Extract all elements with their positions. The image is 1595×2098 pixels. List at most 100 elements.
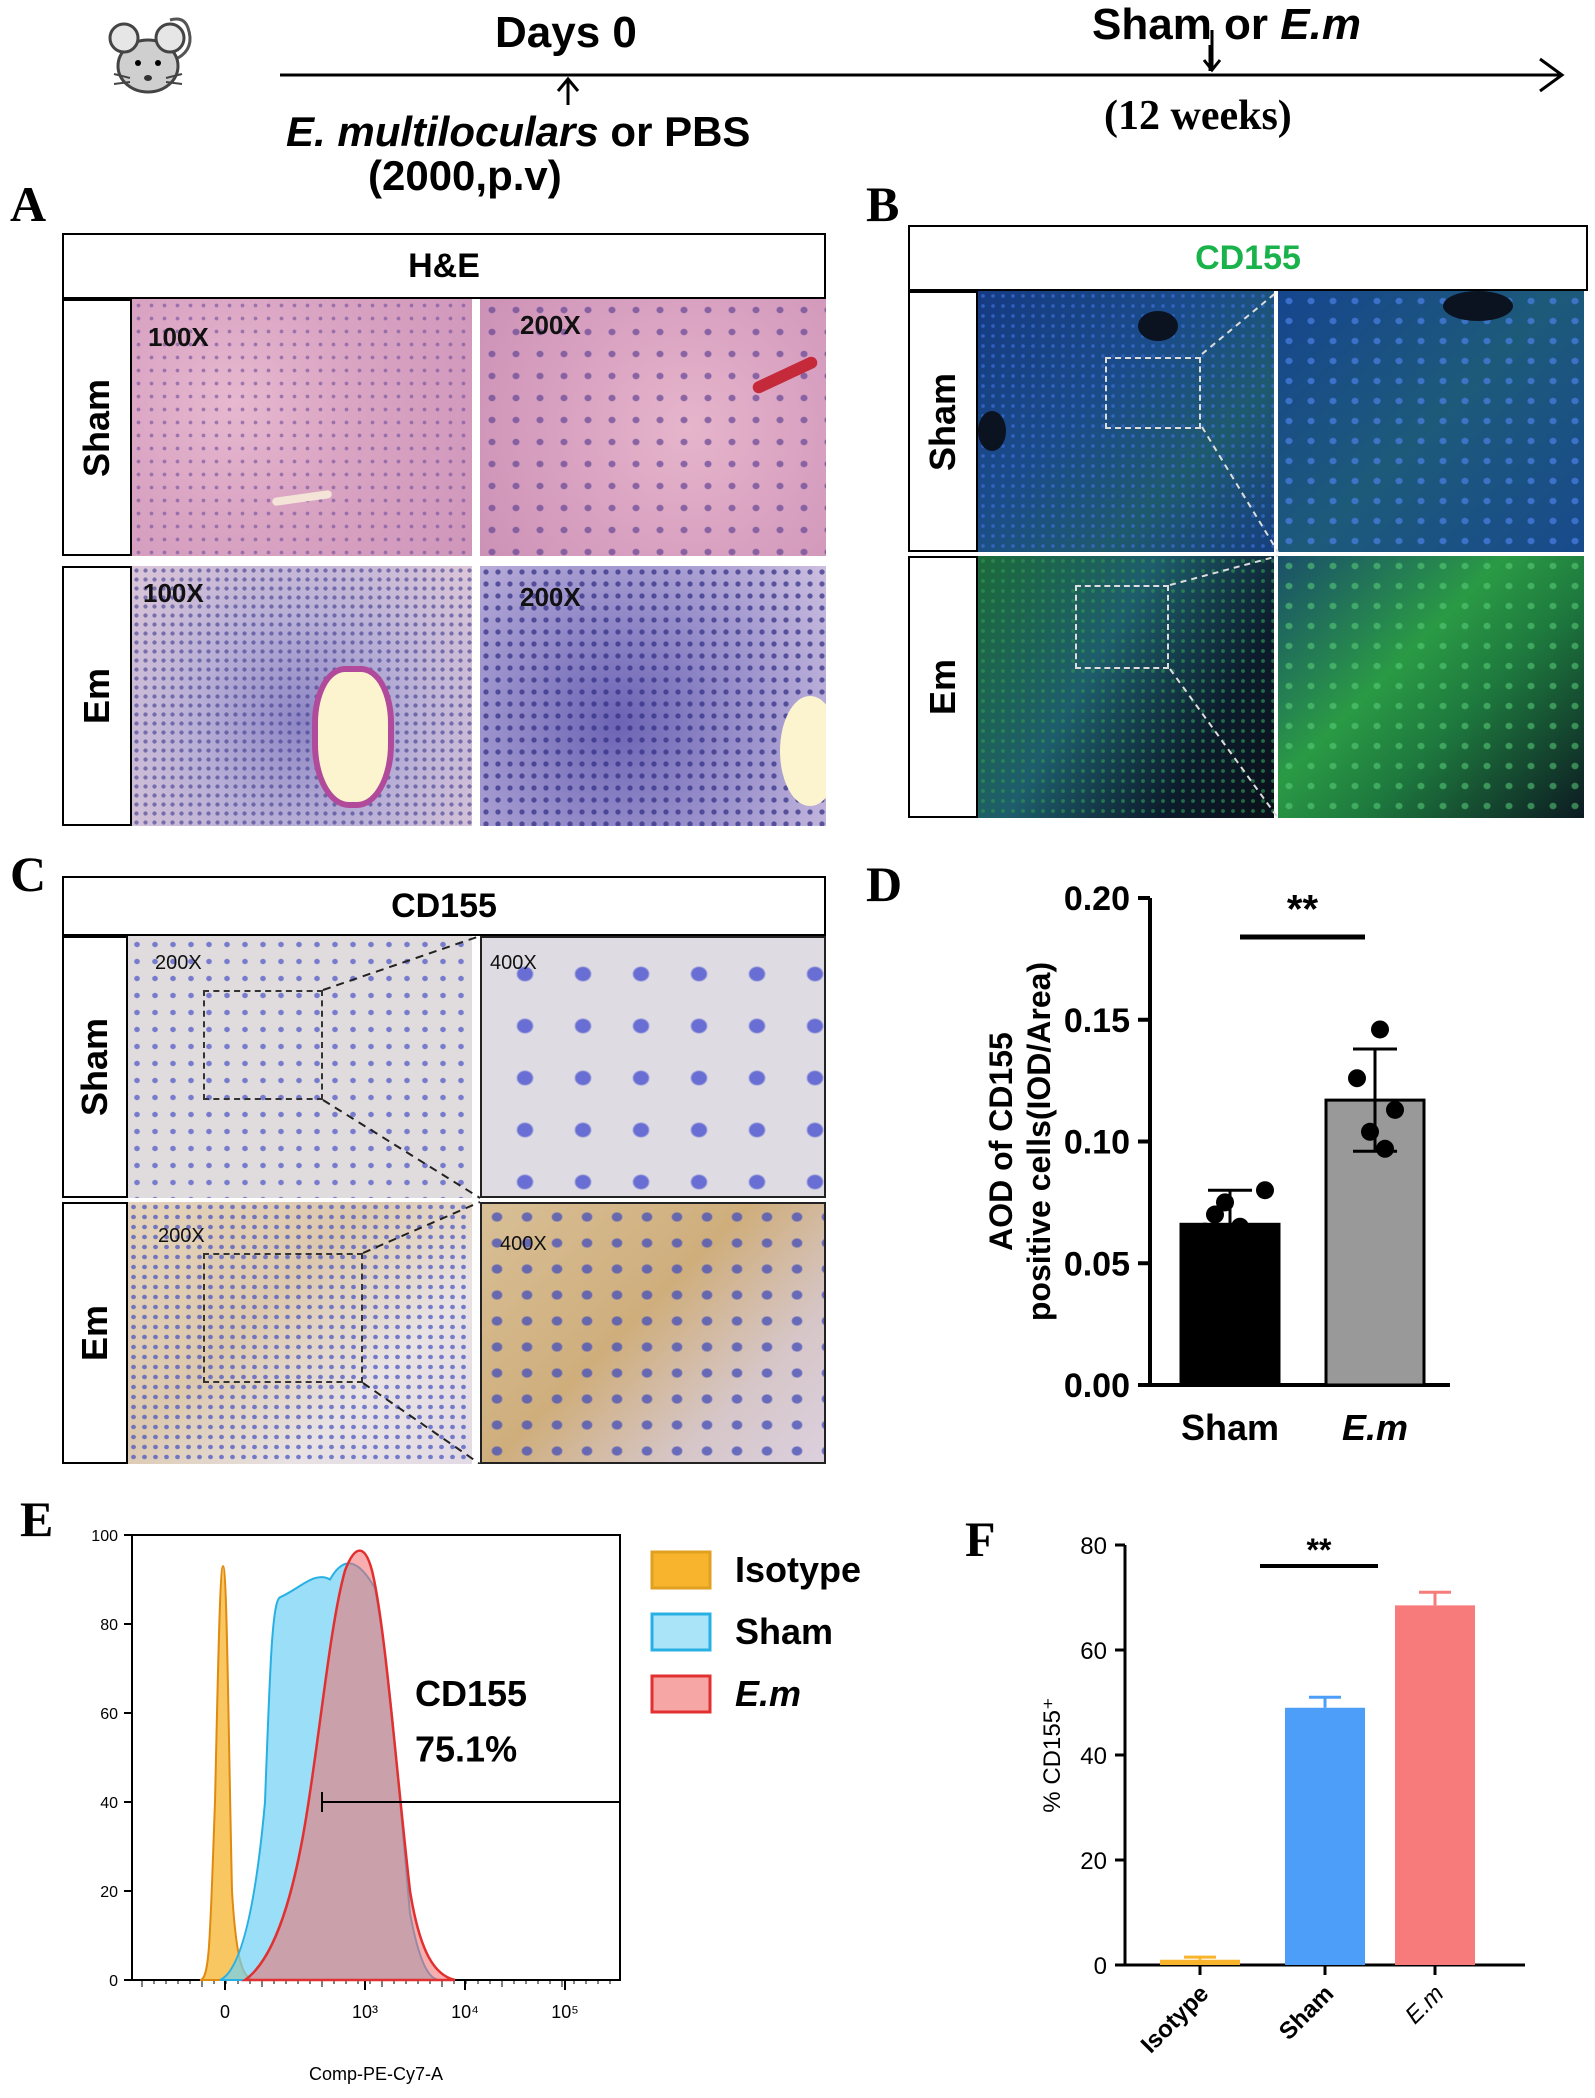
panel-letter-a: A	[10, 176, 47, 232]
legend-swatch	[650, 1674, 712, 1714]
endpoint-label: Sham or E.m	[1092, 0, 1361, 49]
panel-c-header: CD155	[62, 876, 826, 936]
x-tick-label: 10³	[352, 2002, 378, 2022]
y-tick-label: 0.00	[1064, 1367, 1130, 1405]
row-label-em: Em	[62, 566, 132, 826]
legend-label: Sham	[735, 1611, 833, 1652]
x-axis-label: Comp-PE-Cy7-A	[309, 2064, 443, 2084]
x-tick-label: 10⁵	[551, 2002, 578, 2022]
zoom-region-box	[1105, 357, 1201, 429]
if-sham-zoom-image	[1278, 291, 1584, 552]
days-label: Days 0	[495, 8, 637, 57]
data-point	[1231, 1217, 1249, 1236]
row-label-sham: Sham	[62, 936, 128, 1198]
chart-d: 0.00 0.05 0.10 0.15 0.20 Sham E.m ** AOD of CD15…	[983, 880, 1450, 1448]
mouse-icon	[108, 17, 192, 94]
data-point	[1216, 1193, 1234, 1212]
y-tick-label: 0.05	[1064, 1245, 1130, 1283]
chart-f: 0 20 40 60 80 Isotype Sham E.m ** % CD155⁺	[1039, 1532, 1525, 2059]
panel-a-header: H&E	[62, 233, 826, 299]
significance-label: **	[1307, 1532, 1332, 1568]
bar	[1179, 1222, 1281, 1387]
ihc-sham-400x-image	[480, 936, 826, 1198]
ihc-sham-200x-image	[128, 936, 472, 1198]
bar	[1395, 1605, 1475, 1965]
ihc-em-200x-image	[128, 1202, 472, 1464]
if-em-overview-image	[978, 556, 1274, 818]
x-tick-label: Isotype	[1136, 1980, 1215, 2059]
x-tick-label: E.m	[1342, 1407, 1408, 1448]
y-tick-label: 0.15	[1064, 1002, 1130, 1040]
x-tick-label: 0	[220, 2002, 230, 2022]
y-axis-label: AOD of CD155	[983, 1032, 1019, 1251]
mag-label: 200X	[520, 310, 581, 340]
mag-label: 400X	[500, 1233, 547, 1255]
y-tick-label: 20	[1080, 1848, 1107, 1875]
row-label-em: Em	[62, 1202, 128, 1464]
row-label-em: Em	[908, 556, 978, 818]
zoom-guides	[322, 936, 481, 1464]
data-point	[1386, 1100, 1404, 1119]
chart-e: 0 20 40 60 80 100 0 10³ 10⁴ 10⁵ Comp-PE-Cy7-A CD155…	[91, 1528, 861, 2084]
if-em-zoom-image	[1278, 556, 1584, 818]
ihc-em-400x-image	[480, 1202, 826, 1464]
data-point	[1206, 1205, 1224, 1224]
bar	[1160, 1959, 1240, 1965]
zoom-region-box	[1075, 585, 1169, 669]
y-axis-label: % CD155⁺	[1039, 1697, 1066, 1812]
y-tick-label: 20	[100, 1884, 118, 1901]
y-tick-label: 0.10	[1064, 1124, 1130, 1162]
data-point	[1361, 1122, 1379, 1141]
he-sham-100x-image	[132, 299, 472, 556]
legend-label: E.m	[735, 1673, 801, 1714]
zoom-guides	[1169, 291, 1279, 818]
row-label-sham: Sham	[62, 299, 132, 556]
data-point	[1348, 1069, 1366, 1088]
y-tick-label: 40	[1080, 1743, 1107, 1770]
panel-letter-f: F	[965, 1511, 996, 1567]
legend-swatch	[650, 1612, 712, 1652]
x-tick-label: Sham	[1181, 1407, 1279, 1448]
panel-b-header: CD155	[908, 225, 1588, 291]
mag-label: 200X	[520, 582, 581, 612]
y-axis-label: positive cells(IOD/Area)	[1021, 962, 1057, 1321]
y-tick-label: 60	[1080, 1638, 1107, 1665]
mag-label: 200X	[155, 952, 202, 974]
duration-label: (12 weeks)	[1104, 93, 1292, 139]
timeline-down-arrow	[1202, 30, 1222, 73]
y-tick-label: 80	[100, 1617, 118, 1634]
infection-label: E. multiloculars or PBS	[286, 108, 751, 155]
histogram-em	[241, 1549, 456, 1982]
data-point	[1256, 1181, 1274, 1200]
he-sham-200x-image	[480, 299, 826, 556]
zoom-region-box	[203, 1253, 363, 1383]
y-tick-label: 0.20	[1064, 880, 1130, 918]
x-tick-label: 10⁴	[451, 2002, 479, 2022]
gate-percent: 75.1%	[415, 1729, 517, 1770]
y-tick-label: 80	[1080, 1533, 1107, 1560]
zoom-region-box	[203, 990, 323, 1100]
timeline-arrow	[280, 45, 1565, 105]
he-em-200x-image	[480, 566, 826, 826]
y-tick-label: 100	[91, 1528, 118, 1545]
x-tick-label: Sham	[1274, 1980, 1339, 2045]
mag-label: 100X	[143, 578, 204, 608]
he-em-100x-image	[132, 566, 472, 826]
legend-swatch	[650, 1550, 712, 1590]
mag-label: 400X	[490, 952, 537, 974]
significance-label: **	[1287, 887, 1319, 931]
row-label-sham: Sham	[908, 291, 978, 552]
panel-letter-c: C	[10, 846, 47, 902]
panel-letter-d: D	[866, 856, 903, 912]
panel-letter-e: E	[20, 1491, 54, 1547]
panel-letter-b: B	[866, 176, 900, 232]
data-point	[1376, 1139, 1394, 1158]
mag-label: 100X	[148, 322, 209, 352]
data-point	[1196, 1222, 1214, 1241]
dose-label: (2000,p.v)	[368, 152, 562, 199]
bar	[1285, 1707, 1365, 1965]
mag-label: 200X	[158, 1225, 205, 1247]
y-tick-label: 60	[100, 1706, 118, 1723]
x-tick-label: E.m	[1400, 1980, 1449, 2029]
if-sham-overview-image	[978, 291, 1274, 552]
